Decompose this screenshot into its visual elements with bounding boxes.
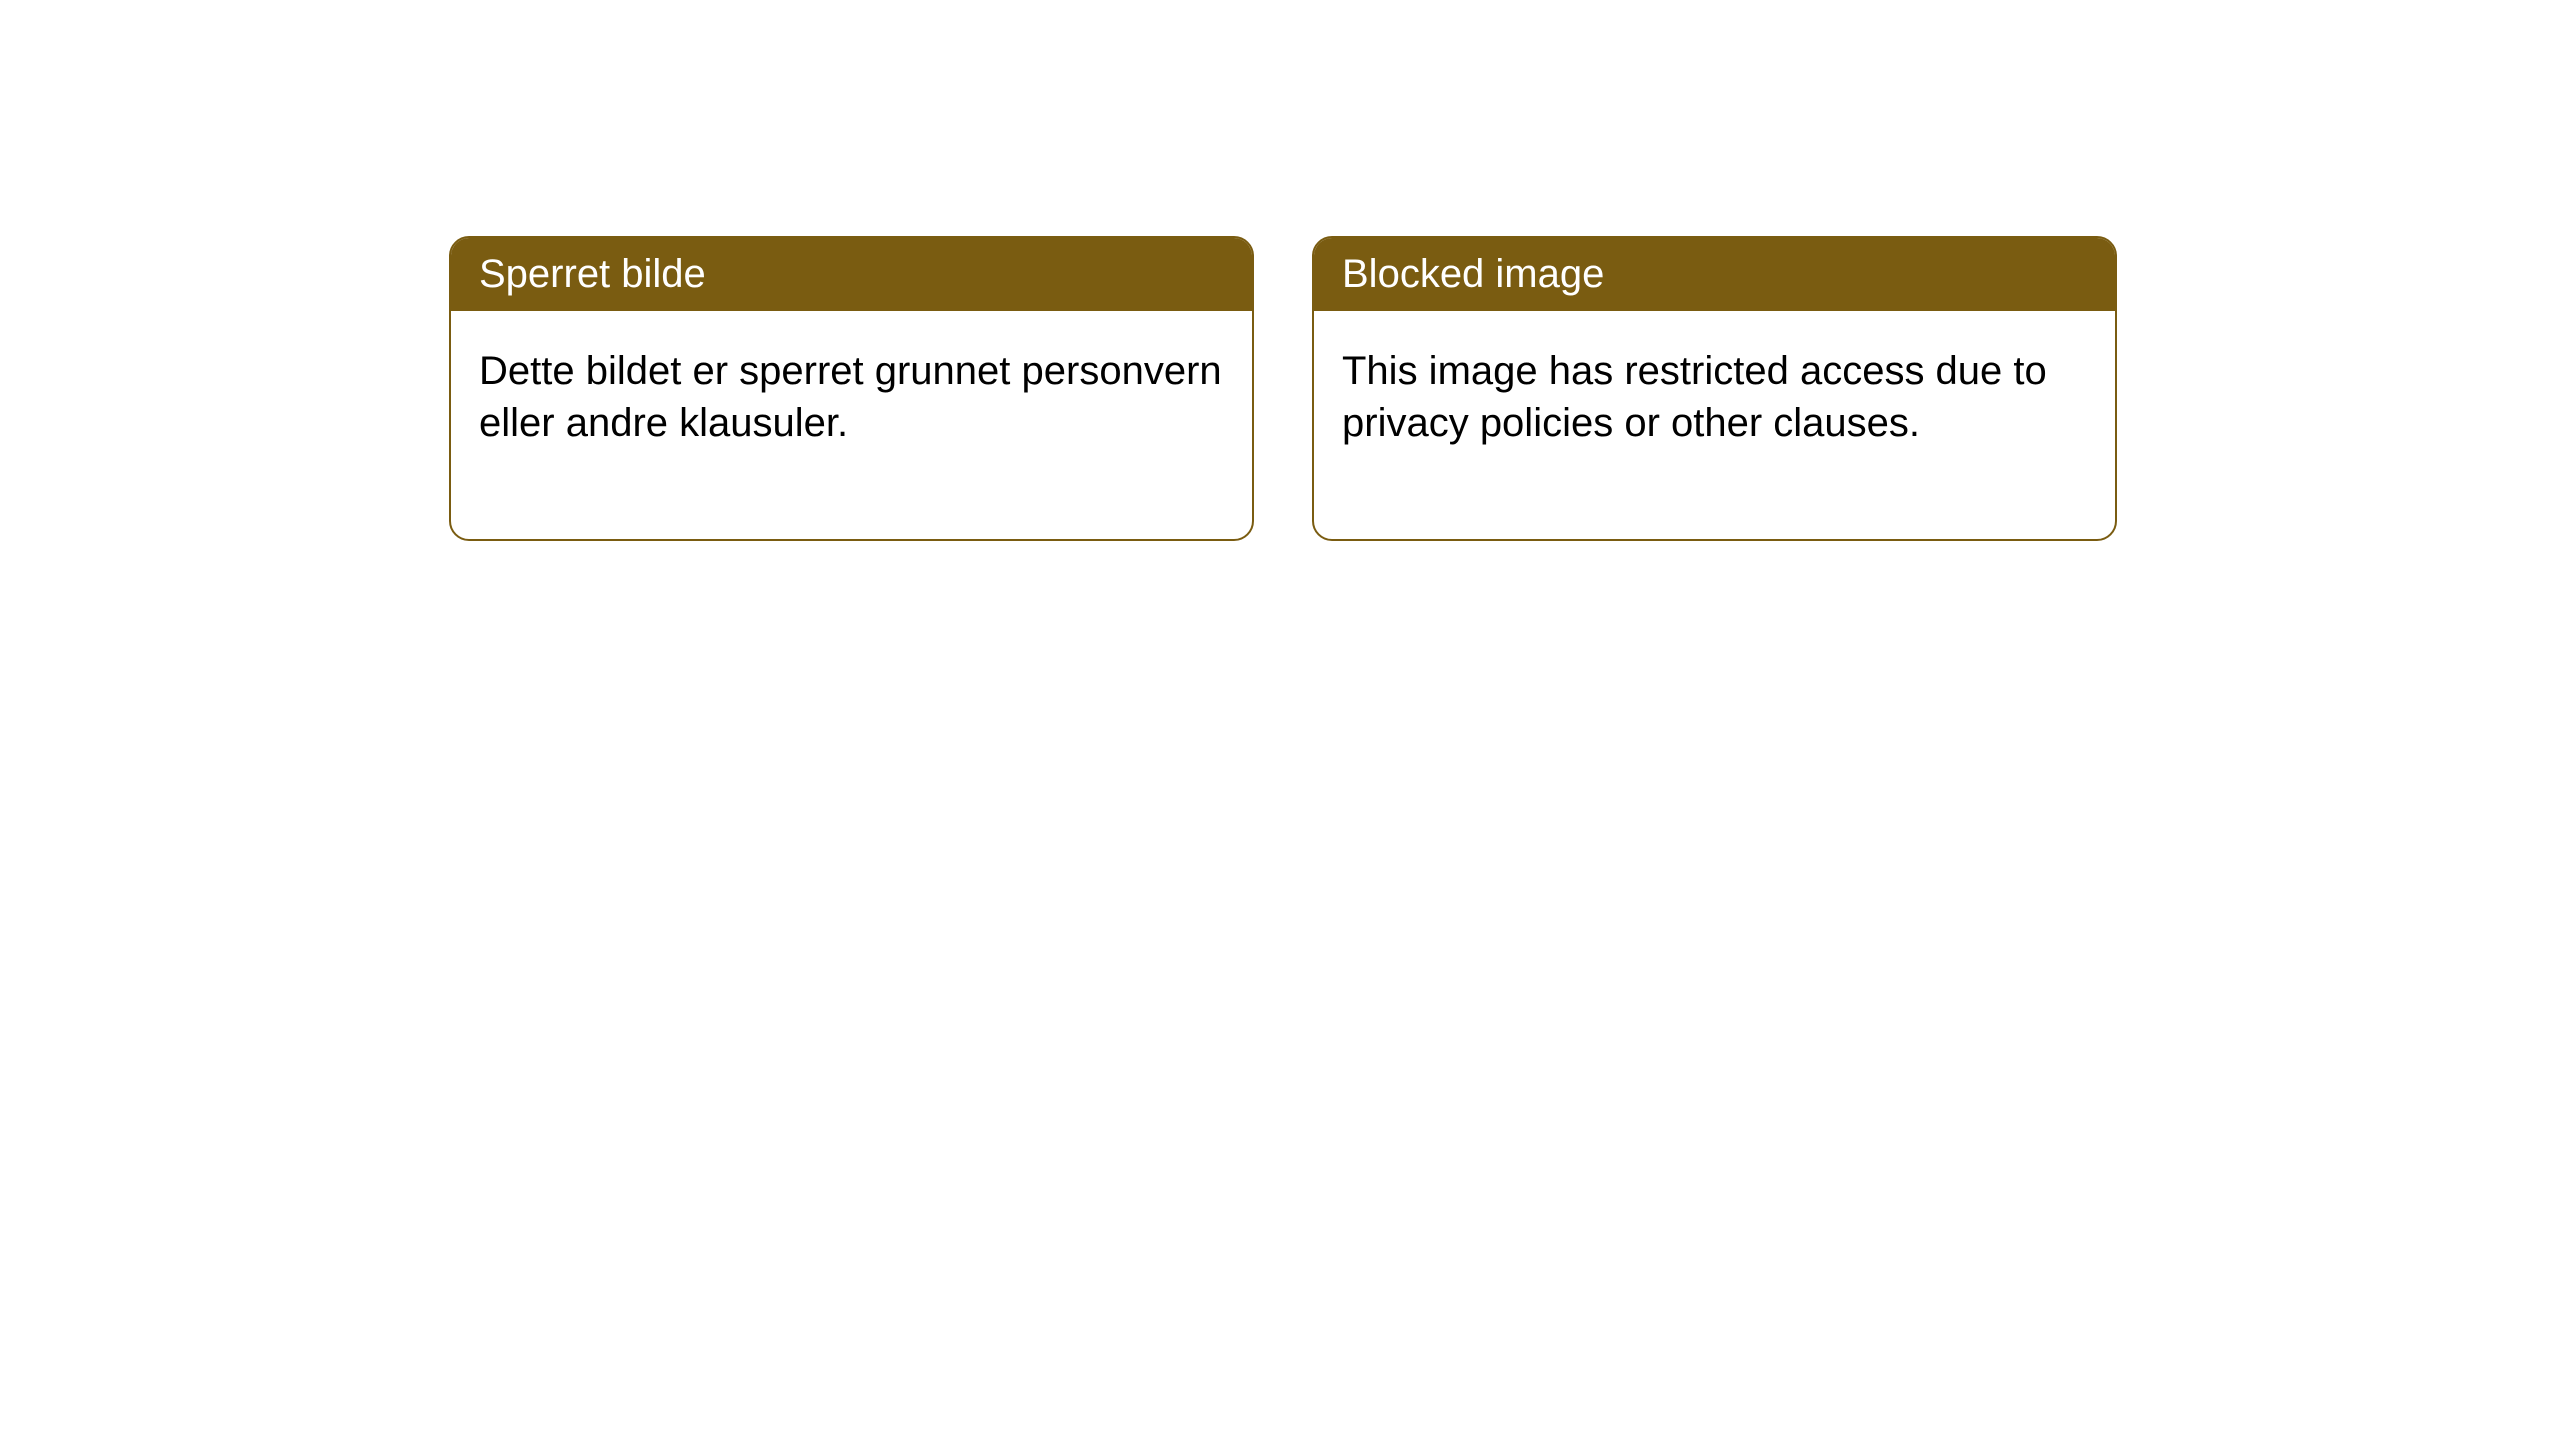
notice-container: Sperret bilde Dette bildet er sperret gr… [449,236,2117,541]
card-title: Sperret bilde [479,252,706,296]
card-title: Blocked image [1342,252,1604,296]
card-header: Blocked image [1314,238,2115,311]
notice-card-english: Blocked image This image has restricted … [1312,236,2117,541]
card-body-text: Dette bildet er sperret grunnet personve… [479,349,1222,445]
card-body-text: This image has restricted access due to … [1342,349,2047,445]
notice-card-norwegian: Sperret bilde Dette bildet er sperret gr… [449,236,1254,541]
card-body: This image has restricted access due to … [1314,311,2115,539]
card-header: Sperret bilde [451,238,1252,311]
card-body: Dette bildet er sperret grunnet personve… [451,311,1252,539]
